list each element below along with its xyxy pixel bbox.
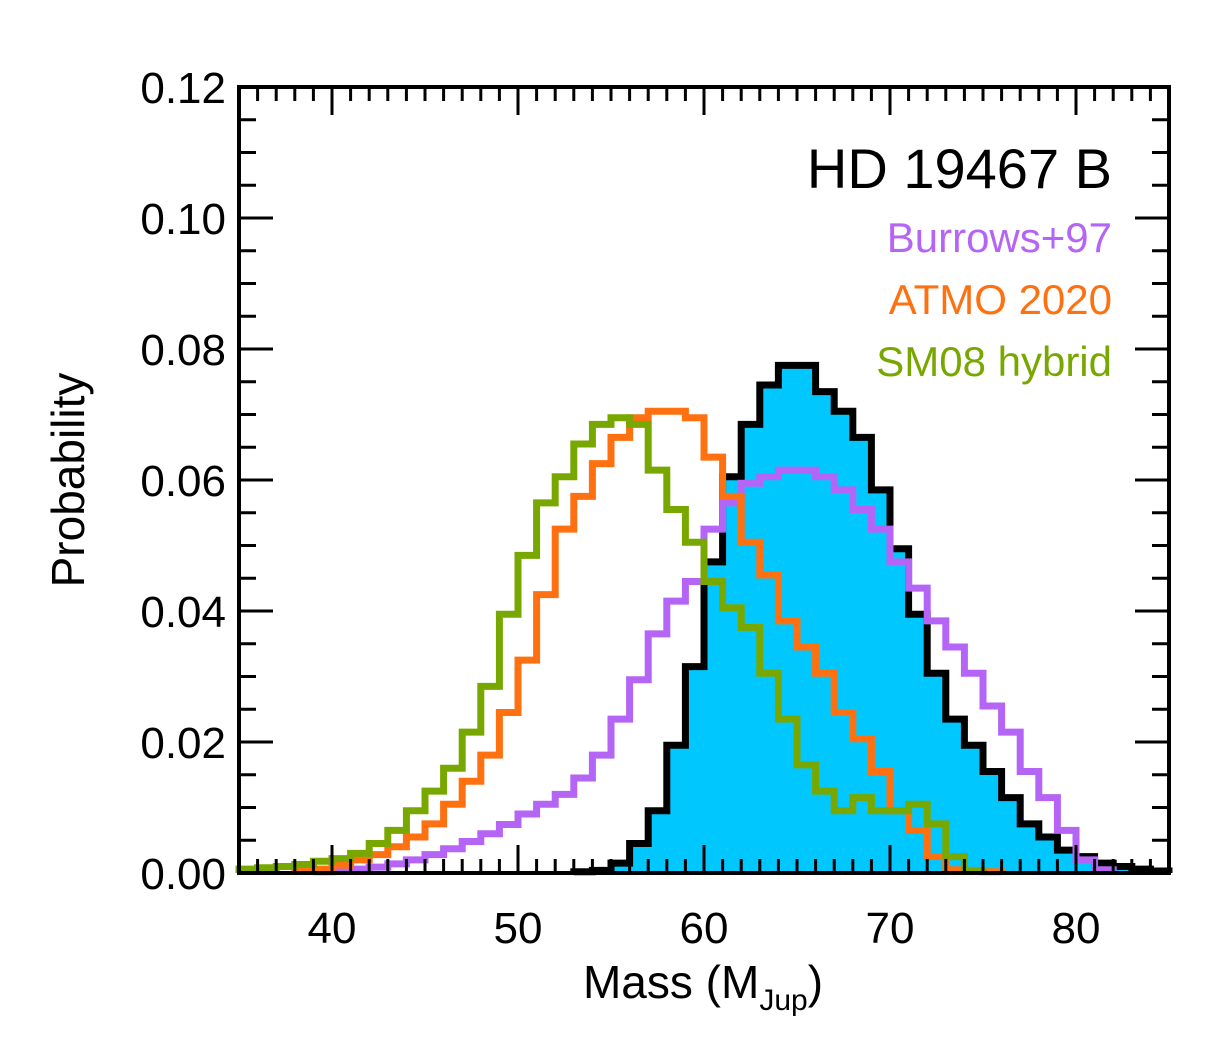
y-tick-label: 0.00: [140, 850, 226, 899]
chart-title: HD 19467 B: [807, 137, 1112, 200]
y-axis-title: Probability: [42, 373, 94, 588]
legend-entry-atmo: ATMO 2020: [889, 276, 1112, 323]
series-1-outline: [309, 466, 1117, 876]
ticks-layer: [237, 85, 1171, 875]
series-3-outline: [235, 414, 987, 875]
x-axis-title: Mass (MJup): [583, 956, 823, 1017]
y-tick-label: 0.10: [140, 195, 226, 244]
series-2-outline: [291, 407, 1006, 876]
x-axis-title-close: ): [808, 956, 823, 1008]
y-tick-label: 0.04: [140, 588, 226, 637]
x-axis-title-main: Mass (M: [583, 956, 759, 1008]
x-tick-label: 50: [494, 904, 543, 953]
legend-entry-burrows: Burrows+97: [887, 214, 1112, 261]
series-1: [309, 466, 1117, 876]
x-tick-label: 40: [308, 904, 357, 953]
labels-layer: 40 50 60 70 80 0.00 0.02 0.04 0.06 0.08 0.10 0.12: [140, 64, 1100, 953]
x-tick-label: 80: [1052, 904, 1101, 953]
x-tick-label: 70: [866, 904, 915, 953]
series-3: [235, 414, 987, 875]
y-tick-label: 0.06: [140, 457, 226, 506]
y-tick-label: 0.08: [140, 326, 226, 375]
series-layer: [235, 361, 1173, 876]
y-tick-label: 0.12: [140, 64, 226, 113]
x-axis-title-subscript: Jup: [759, 984, 807, 1017]
x-tick-label: 60: [680, 904, 729, 953]
legend-entry-sm08: SM08 hybrid: [876, 338, 1112, 385]
plot-frame: [237, 85, 1171, 875]
y-tick-label: 0.02: [140, 719, 226, 768]
series-2: [291, 407, 1006, 876]
